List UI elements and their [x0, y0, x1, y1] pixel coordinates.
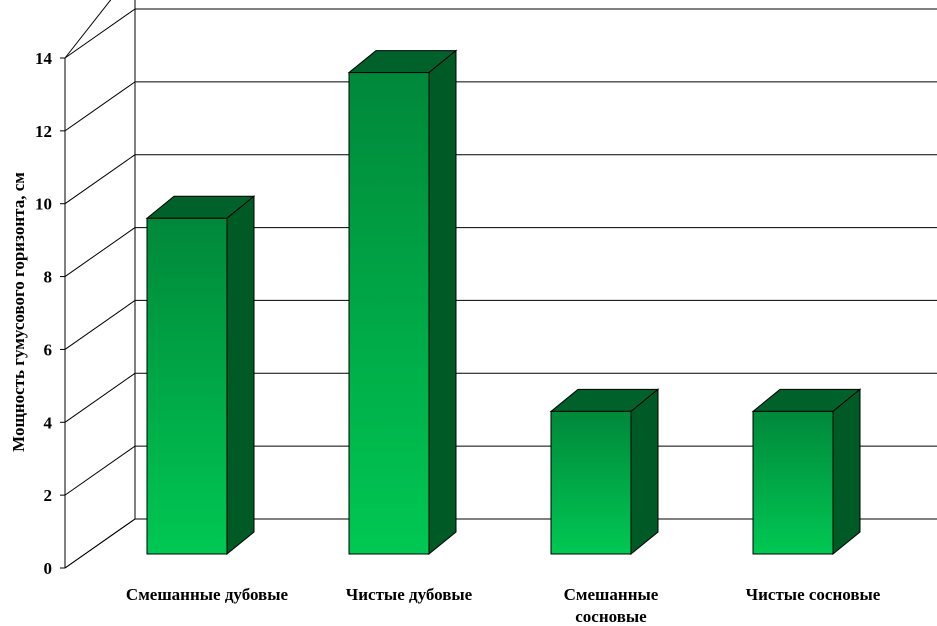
- gridline-diagonal: [64, 372, 136, 423]
- x-category-label: Смешанные: [564, 585, 659, 604]
- bar: [549, 388, 660, 556]
- chart-walls: [64, 0, 136, 569]
- bar-side-face: [832, 388, 861, 556]
- y-axis-ticks: 0 2 4 6 8 10 12 14: [35, 49, 53, 578]
- bar-side-face: [428, 49, 457, 556]
- bar: [145, 195, 256, 556]
- bar-front-face: [550, 410, 632, 555]
- bar-front-face: [146, 217, 228, 555]
- x-category-label: сосновые: [575, 607, 647, 626]
- x-category-label: Чистые дубовые: [346, 585, 473, 604]
- x-category-label: Чистые сосновые: [746, 585, 881, 604]
- y-tick-label: 12: [35, 122, 52, 141]
- side-wall-top-edge: [64, 0, 112, 59]
- bar-front-face: [348, 72, 430, 555]
- bar-front-face: [752, 410, 834, 555]
- gridline-diagonal: [64, 8, 136, 59]
- y-tick-label: 14: [35, 49, 53, 68]
- y-tick-label: 4: [44, 413, 53, 432]
- y-tick-label: 8: [44, 268, 53, 287]
- y-tick-label: 6: [44, 340, 53, 359]
- gridline-diagonal: [64, 518, 136, 569]
- bar-side-face: [630, 388, 659, 556]
- x-category-label: Смешанные дубовые: [126, 585, 289, 604]
- y-tick-label: 10: [35, 195, 52, 214]
- gridline-diagonal: [64, 81, 136, 132]
- bar-side-face: [226, 195, 255, 556]
- gridline-diagonal: [64, 154, 136, 205]
- gridline-diagonal: [64, 227, 136, 277]
- gridline-diagonal: [64, 300, 136, 350]
- bar: [347, 49, 458, 556]
- gridline-diagonal: [64, 445, 136, 496]
- y-tick-label: 2: [44, 486, 53, 505]
- y-tick-label: 0: [44, 559, 53, 578]
- x-axis-labels: Смешанные дубовые Чистые дубовые Смешанные…: [126, 585, 881, 626]
- bar: [751, 388, 862, 556]
- gridlines: [60, 8, 937, 569]
- y-axis-title: Мощность гумусового горизонта, см: [9, 172, 28, 452]
- bars: [145, 49, 862, 556]
